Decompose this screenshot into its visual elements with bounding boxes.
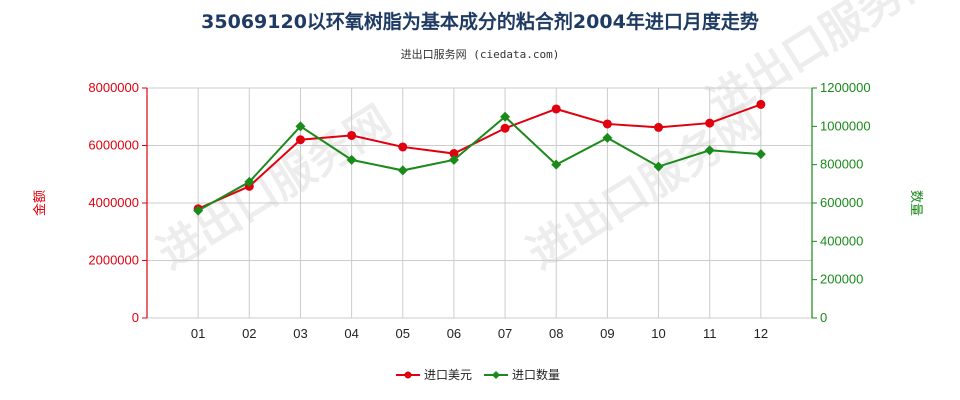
left-tick-label: 8000000 [88,80,139,95]
right-tick-label: 600000 [820,195,863,210]
x-tick-label: 09 [600,326,614,341]
data-point-usd [705,118,715,128]
data-point-qty [448,154,459,165]
series-line-qty [197,115,761,212]
right-axis-label: 数量 [908,190,923,216]
left-tick-label: 4000000 [88,195,139,210]
watermark-1: 进出口服务网 [149,96,400,279]
data-point-usd [347,130,357,140]
x-tick-label: 02 [242,326,256,341]
legend: 进口美元 进口数量 [396,367,560,382]
data-point-usd [602,119,612,129]
left-tick-label: 2000000 [88,253,139,268]
legend-marker-usd [404,371,412,379]
series-line-usd [197,103,762,210]
data-point-qty [500,111,511,122]
chart-subtitle: 进出口服务网 (ciedata.com) [401,47,560,61]
data-point-qty [602,132,613,143]
x-tick-label: 08 [549,326,563,341]
right-tick-label: 400000 [820,233,863,248]
right-tick-label: 800000 [820,157,863,172]
x-tick-label: 07 [498,326,512,341]
data-point-qty [397,165,408,176]
left-tick-label: 0 [132,310,139,325]
legend-label-qty: 进口数量 [512,367,560,382]
right-tick-label: 1000000 [820,118,871,133]
chart-title: 35069120以环氧树脂为基本成分的粘合剂2004年进口月度走势 [201,10,759,33]
x-tick-label: 12 [754,326,768,341]
left-axis-label: 金额 [32,190,48,216]
data-point-usd [551,104,561,114]
x-tick-label: 01 [191,326,205,341]
data-point-qty [193,205,204,216]
data-point-usd [654,122,664,132]
x-axis: 01 02 03 04 05 06 07 08 09 10 11 12 [191,326,768,341]
left-axis: 0 2000000 4000000 6000000 8000000 [88,80,148,325]
data-point-qty [551,159,562,170]
legend-marker-qty [492,371,500,379]
right-tick-label: 1200000 [820,80,871,95]
right-tick-label: 200000 [820,272,863,287]
data-point-qty [346,154,357,165]
x-tick-label: 11 [703,326,717,341]
right-axis: 0 200000 400000 600000 800000 1000000 1200000 [811,80,871,325]
data-point-usd [756,99,766,109]
data-point-qty [244,176,255,187]
x-tick-label: 04 [344,326,358,341]
x-tick-label: 05 [396,326,410,341]
data-point-qty [704,145,715,156]
data-point-usd [449,149,459,159]
series-layer [193,99,766,216]
left-tick-label: 6000000 [88,138,139,153]
x-tick-label: 03 [293,326,307,341]
data-point-usd [295,135,305,145]
data-point-usd [500,123,510,133]
x-tick-label: 10 [651,326,665,341]
data-point-qty [295,121,306,132]
x-tick-label: 06 [447,326,461,341]
data-point-qty [653,161,664,172]
data-point-qty [755,149,766,160]
legend-label-usd: 进口美元 [424,368,472,382]
data-point-usd [398,142,408,152]
right-tick-label: 0 [820,310,827,325]
